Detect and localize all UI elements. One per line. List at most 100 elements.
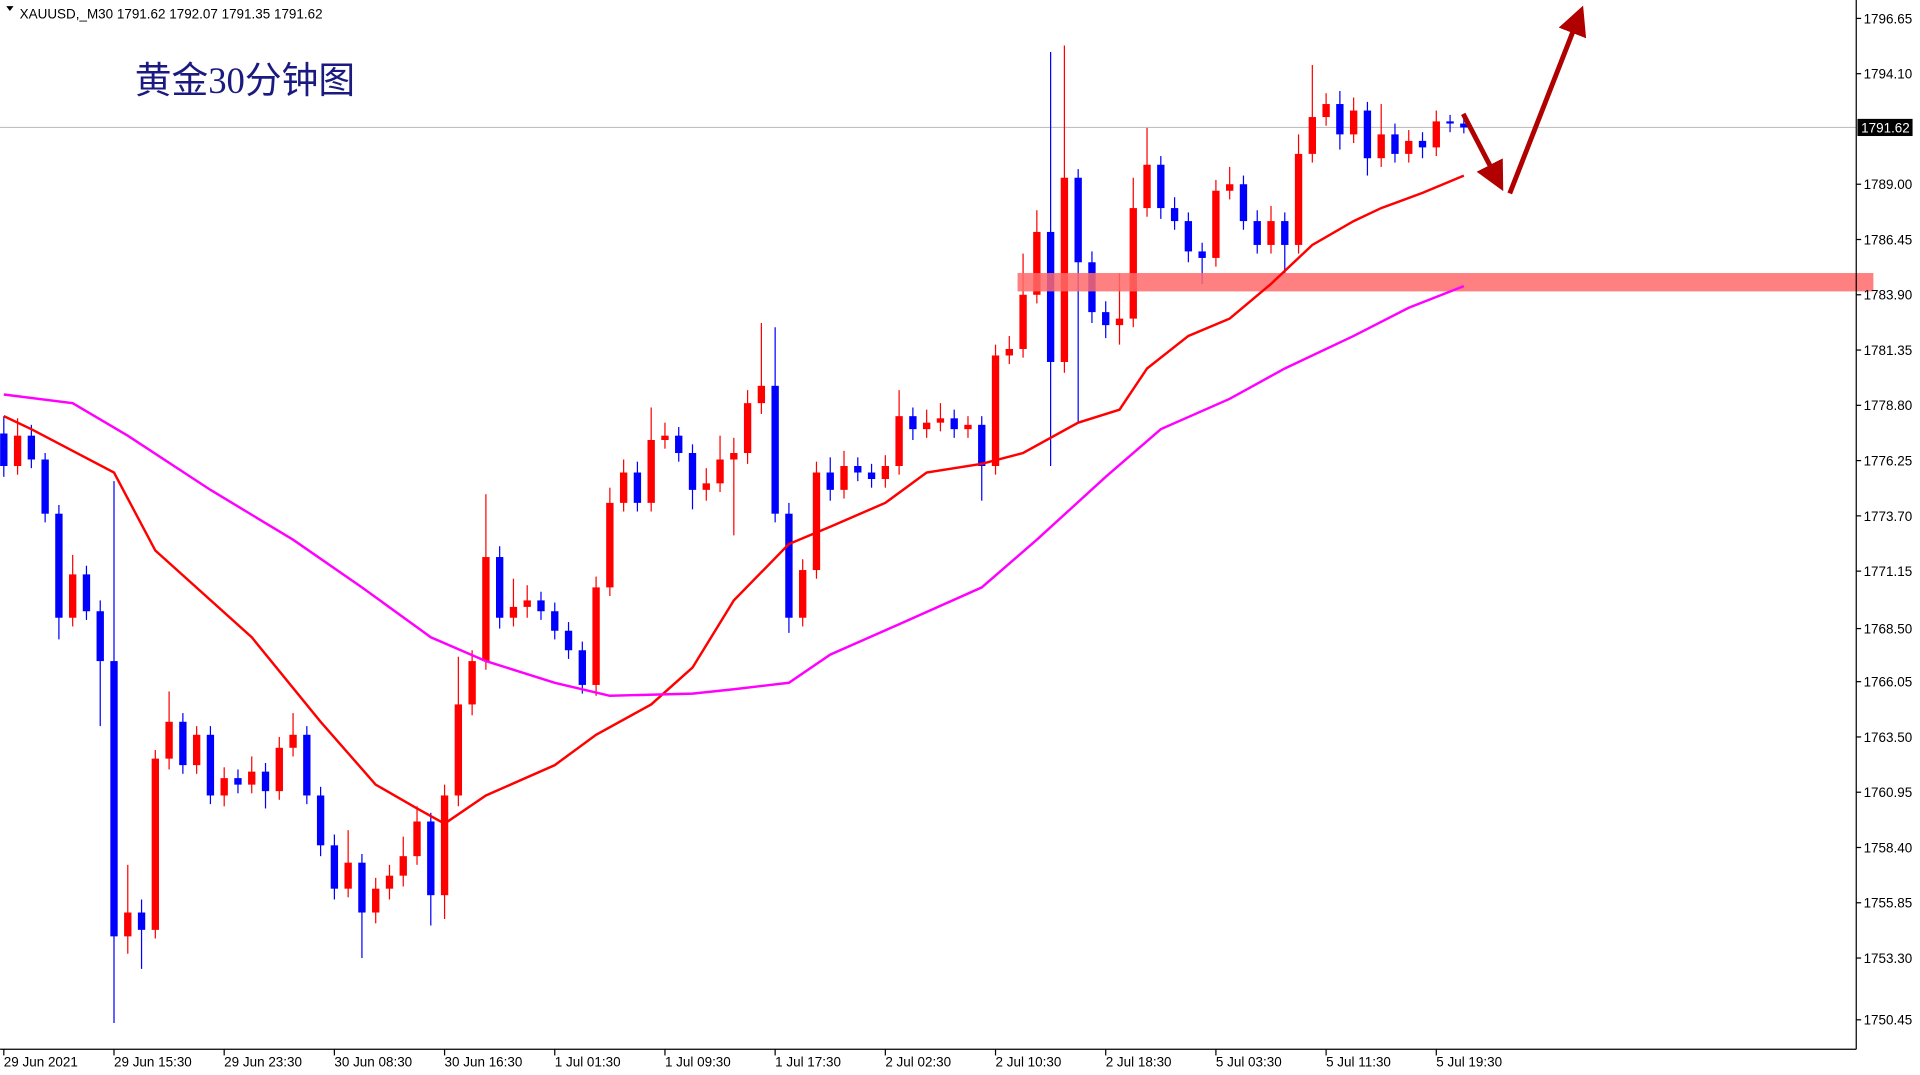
- x-tick-label: 30 Jun 08:30: [334, 1054, 412, 1069]
- candle-body: [385, 875, 394, 889]
- candle-body: [206, 734, 215, 796]
- candle-body: [482, 557, 490, 662]
- y-tick-label: 1758.40: [1864, 840, 1913, 855]
- candle-body: [633, 472, 642, 503]
- y-tick-label: 1753.30: [1864, 951, 1913, 966]
- candle-body: [688, 453, 697, 490]
- candle-body: [867, 472, 876, 480]
- y-tick-label: 1773.70: [1864, 509, 1913, 524]
- candle-body: [881, 466, 890, 480]
- candle-body: [427, 821, 435, 896]
- candle-body: [137, 912, 146, 930]
- y-tick-label: 1760.95: [1864, 785, 1913, 800]
- y-tick-label: 1783.90: [1864, 288, 1913, 303]
- chart-title: 黄金30分钟图: [135, 60, 355, 101]
- candle-body: [757, 385, 766, 404]
- plot-area: [0, 45, 1857, 1024]
- candle-body: [964, 424, 972, 430]
- candle-body: [840, 466, 848, 490]
- candle-body: [785, 513, 793, 618]
- candle-body: [1308, 117, 1317, 154]
- candle-body: [1418, 140, 1427, 148]
- candle-body: [13, 435, 22, 467]
- candle-body: [289, 734, 297, 748]
- x-tick-label: 29 Jun 15:30: [114, 1054, 192, 1069]
- candle-body: [1184, 221, 1193, 252]
- moving-average: [3, 174, 1465, 826]
- candle-body: [922, 422, 931, 430]
- candle-body: [743, 403, 752, 454]
- candle-body: [399, 856, 407, 876]
- candle-body: [1460, 123, 1468, 128]
- menu-triangle: [6, 6, 14, 12]
- candle-body: [1377, 134, 1385, 159]
- candle-body: [1170, 208, 1179, 222]
- candle-body: [1336, 104, 1344, 135]
- candle-body: [110, 661, 118, 937]
- candle-body: [1074, 177, 1082, 263]
- candle-body: [812, 472, 821, 571]
- candle-body: [27, 435, 36, 460]
- candle-body: [55, 513, 63, 618]
- candle-body: [303, 734, 311, 796]
- candle-body: [509, 606, 518, 618]
- candle-body: [248, 771, 256, 785]
- candle-body: [261, 771, 270, 792]
- candle-body: [165, 721, 173, 759]
- candle-body: [1033, 231, 1041, 295]
- candle-body: [771, 385, 779, 514]
- candle-body: [1019, 294, 1027, 349]
- candle-body: [1281, 221, 1289, 245]
- x-tick-label: 5 Jul 11:30: [1326, 1054, 1391, 1069]
- axes: 1796.65 1794.10 1789.00 1786.45 1783.90 1781.…: [3, 11, 1913, 1069]
- x-tick-label: 1 Jul 09:30: [665, 1054, 731, 1069]
- candle-body: [537, 600, 545, 612]
- down-arrow: [1461, 112, 1504, 192]
- candle-body: [936, 418, 945, 423]
- y-tick-label: 1794.10: [1864, 67, 1913, 82]
- candle-body: [82, 574, 91, 612]
- y-tick-label: 1776.25: [1864, 453, 1913, 468]
- y-tick-label: 1789.00: [1864, 177, 1913, 192]
- y-tick-label: 1771.15: [1864, 564, 1913, 579]
- x-tick-label: 29 Jun 23:30: [224, 1054, 302, 1069]
- candle-body: [675, 435, 683, 454]
- candle-body: [1322, 104, 1330, 118]
- moving-average: [3, 284, 1465, 697]
- candle-body: [895, 416, 903, 467]
- up-arrow: [1507, 5, 1587, 195]
- x-tick-label: 5 Jul 19:30: [1436, 1054, 1502, 1069]
- candle-body: [1005, 348, 1013, 356]
- candle-body: [1267, 221, 1275, 245]
- candle-body: [151, 758, 159, 930]
- candle-body: [826, 472, 834, 490]
- candle-body: [909, 416, 917, 430]
- y-tick-label: 1750.45: [1864, 1013, 1913, 1028]
- candle-body: [179, 721, 187, 766]
- y-tick-label: 1768.50: [1864, 621, 1913, 636]
- overlay: [3, 174, 1465, 826]
- y-tick-label: 1763.50: [1864, 730, 1913, 745]
- candle-body: [1046, 231, 1055, 362]
- y-tick-label: 1766.05: [1864, 675, 1913, 690]
- candle-body: [619, 472, 628, 503]
- x-tick-label: 5 Jul 03:30: [1216, 1054, 1282, 1069]
- candle-body: [730, 453, 738, 460]
- candle-body: [275, 747, 283, 792]
- x-tick-label: 30 Jun 16:30: [445, 1054, 523, 1069]
- candle-body: [96, 611, 104, 662]
- x-tick-label: 29 Jun 2021: [4, 1054, 78, 1069]
- candle-body: [358, 862, 366, 913]
- candle-body: [495, 557, 504, 618]
- candle-body: [661, 435, 669, 441]
- candle-body: [440, 795, 449, 896]
- candle-body: [468, 661, 476, 705]
- x-tick-label: 2 Jul 10:30: [996, 1054, 1062, 1069]
- candle-body: [69, 574, 77, 618]
- candle-body: [124, 912, 132, 937]
- y-tick-label: 1781.35: [1864, 343, 1913, 358]
- x-tick-label: 2 Jul 02:30: [885, 1054, 951, 1069]
